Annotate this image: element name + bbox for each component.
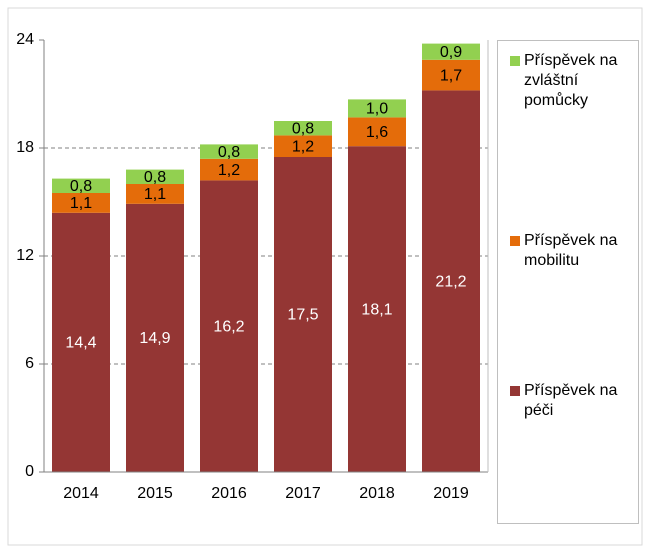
x-tick-label: 2015 <box>137 485 173 502</box>
x-tick-label: 2018 <box>359 485 395 502</box>
bar-segment <box>126 203 184 473</box>
legend-label: Příspěvek na mobilitu <box>524 232 618 269</box>
data-label: 17,5 <box>287 307 318 324</box>
data-label: 1,2 <box>292 138 314 155</box>
data-label: 0,8 <box>292 120 314 137</box>
data-label: 0,8 <box>144 169 166 186</box>
data-label: 21,2 <box>435 273 466 290</box>
bar-segment <box>126 169 184 184</box>
x-tick-label: 2017 <box>285 485 321 502</box>
bar-segment <box>52 212 110 473</box>
bar-segment <box>422 59 480 91</box>
data-label: 1,6 <box>366 124 388 141</box>
y-tick-label: 0 <box>25 463 34 480</box>
data-label: 1,2 <box>218 162 240 179</box>
legend-label: Příspěvek na zvláštní pomůcky <box>524 52 618 109</box>
legend-label: Příspěvek na péči <box>524 382 618 419</box>
bar-segment <box>422 90 480 473</box>
y-tick-label: 18 <box>16 139 34 156</box>
bar-segment <box>348 146 406 472</box>
bar-segment <box>126 184 184 204</box>
data-label: 1,1 <box>70 195 92 212</box>
bar-segment <box>274 157 332 472</box>
data-label: 14,9 <box>139 330 170 347</box>
y-tick-label: 24 <box>16 31 34 48</box>
bar-segment <box>422 43 480 60</box>
data-label: 16,2 <box>213 318 244 335</box>
bar-segment <box>200 144 258 159</box>
y-tick-label: 6 <box>25 355 34 372</box>
bar-segment <box>348 117 406 147</box>
y-tick-label: 12 <box>16 247 34 264</box>
data-label: 0,8 <box>218 144 240 161</box>
legend-item: Příspěvek na péči <box>510 381 630 421</box>
data-label: 1,7 <box>440 67 462 84</box>
x-tick-label: 2019 <box>433 485 469 502</box>
bar-segment <box>200 158 258 181</box>
legend-item: Příspěvek na mobilitu <box>510 231 630 271</box>
data-label: 0,8 <box>70 178 92 195</box>
legend-swatch <box>510 386 520 396</box>
x-tick-label: 2014 <box>63 485 99 502</box>
legend-swatch <box>510 56 520 66</box>
bar-segment <box>52 193 110 213</box>
bar-segment <box>52 178 110 193</box>
data-label: 1,0 <box>366 101 388 118</box>
legend-swatch <box>510 236 520 246</box>
x-tick-label: 2016 <box>211 485 247 502</box>
chart-border <box>7 7 643 546</box>
data-label: 0,9 <box>440 44 462 61</box>
bar-segment <box>200 180 258 472</box>
bar-segment <box>348 99 406 118</box>
legend: Příspěvek na zvláštní pomůcky Příspěvek n… <box>497 40 639 524</box>
data-label: 18,1 <box>361 301 392 318</box>
data-label: 1,1 <box>144 186 166 203</box>
bar-segment <box>274 121 332 136</box>
data-label: 14,4 <box>65 335 96 352</box>
legend-item: Příspěvek na zvláštní pomůcky <box>510 51 630 111</box>
bar-segment <box>274 135 332 157</box>
